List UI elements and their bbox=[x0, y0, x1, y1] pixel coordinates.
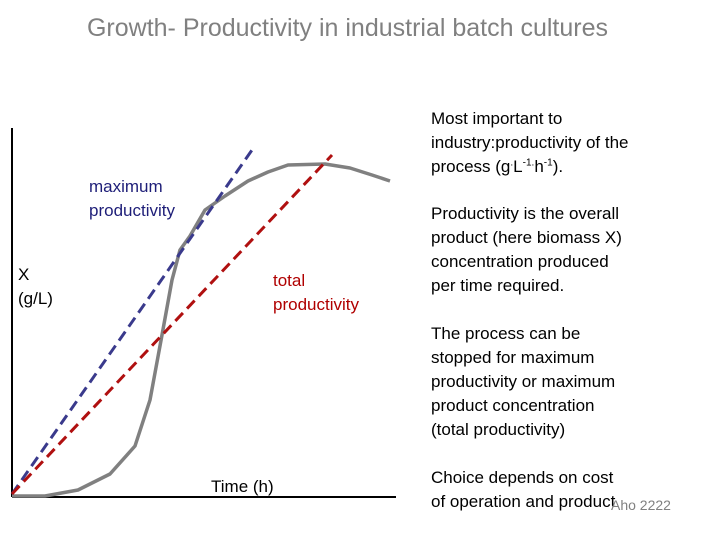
importance-line-2: industry:productivity of the bbox=[431, 133, 629, 152]
process-line-4: product concentration bbox=[431, 396, 595, 415]
growth-curve bbox=[12, 162, 391, 498]
choice-paragraph: Choice depends on cost of operation and … bbox=[431, 466, 696, 514]
total-productivity-label-line2: productivity bbox=[273, 295, 359, 314]
growth-plot bbox=[10, 128, 396, 498]
slide-title: Growth- Productivity in industrial batch… bbox=[86, 14, 609, 42]
definition-line-4: per time required. bbox=[431, 276, 565, 295]
max-productivity-label-line1: maximum bbox=[89, 177, 163, 196]
total-productivity-label: total productivity bbox=[273, 269, 359, 317]
y-axis-label-line2: (g/L) bbox=[18, 289, 53, 308]
units-h: h bbox=[534, 157, 544, 176]
units-dot-1: . bbox=[510, 157, 514, 169]
choice-line-2: of operation and product bbox=[431, 492, 616, 511]
max-productivity-label: maximum productivity bbox=[89, 175, 175, 223]
units-prefix: process (g bbox=[431, 157, 511, 176]
definition-line-1: Productivity is the overall bbox=[431, 204, 620, 223]
choice-line-1: Choice depends on cost bbox=[431, 468, 614, 487]
process-paragraph: The process can be stopped for maximum p… bbox=[431, 322, 696, 442]
total-productivity-line bbox=[10, 153, 334, 496]
units-suffix: ). bbox=[552, 157, 564, 176]
importance-line-3: process (g.L-1.h-1). bbox=[431, 155, 696, 179]
y-axis-label-line1: X bbox=[18, 265, 30, 284]
units-exp-1: -1 bbox=[522, 157, 532, 169]
footer-label: Aho 2222 bbox=[611, 497, 671, 513]
units-dot-2: . bbox=[531, 157, 535, 169]
process-line-3: productivity or maximum bbox=[431, 372, 616, 391]
definition-paragraph: Productivity is the overall product (her… bbox=[431, 202, 696, 298]
max-productivity-line bbox=[10, 149, 254, 495]
definition-line-2: product (here biomass X) bbox=[431, 228, 622, 247]
y-axis-label: X (g/L) bbox=[18, 263, 53, 311]
units-L: L bbox=[513, 157, 523, 176]
process-line-1: The process can be bbox=[431, 324, 581, 343]
units-exp-2: -1 bbox=[543, 157, 553, 169]
process-line-2: stopped for maximum bbox=[431, 348, 595, 367]
x-axis-label: Time (h) bbox=[211, 477, 274, 496]
importance-line-1: Most important to bbox=[431, 109, 563, 128]
definition-line-3: concentration produced bbox=[431, 252, 609, 271]
max-productivity-label-line2: productivity bbox=[89, 201, 175, 220]
importance-paragraph: Most important to industry:productivity … bbox=[431, 107, 696, 179]
total-productivity-label-line1: total bbox=[273, 271, 306, 290]
process-line-5: (total productivity) bbox=[431, 420, 566, 439]
